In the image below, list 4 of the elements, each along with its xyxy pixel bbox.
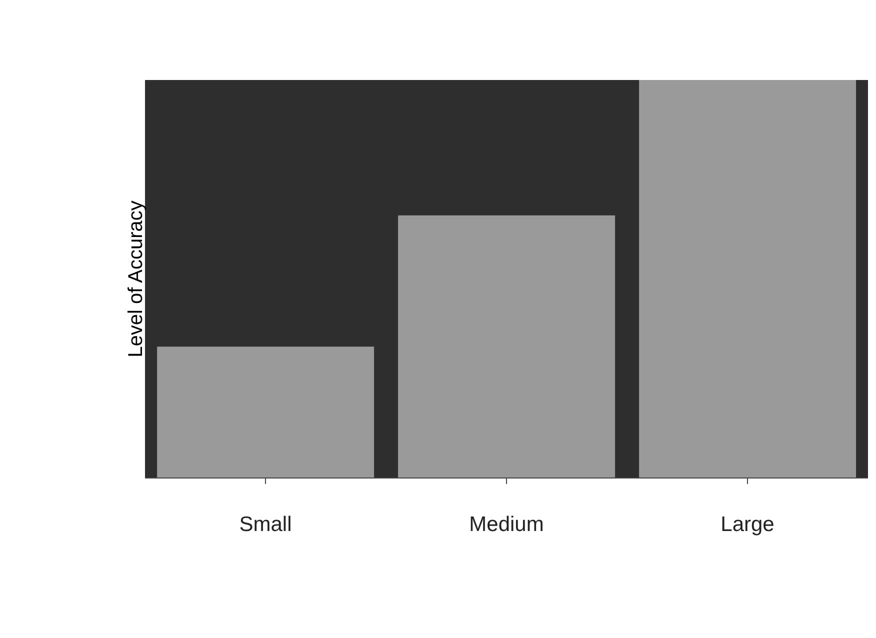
y-axis-title: Level of Accuracy (125, 200, 148, 358)
x-tick-label: Large (720, 512, 774, 536)
x-tick-label: Medium (469, 512, 544, 536)
x-tick-label: Small (239, 512, 292, 536)
